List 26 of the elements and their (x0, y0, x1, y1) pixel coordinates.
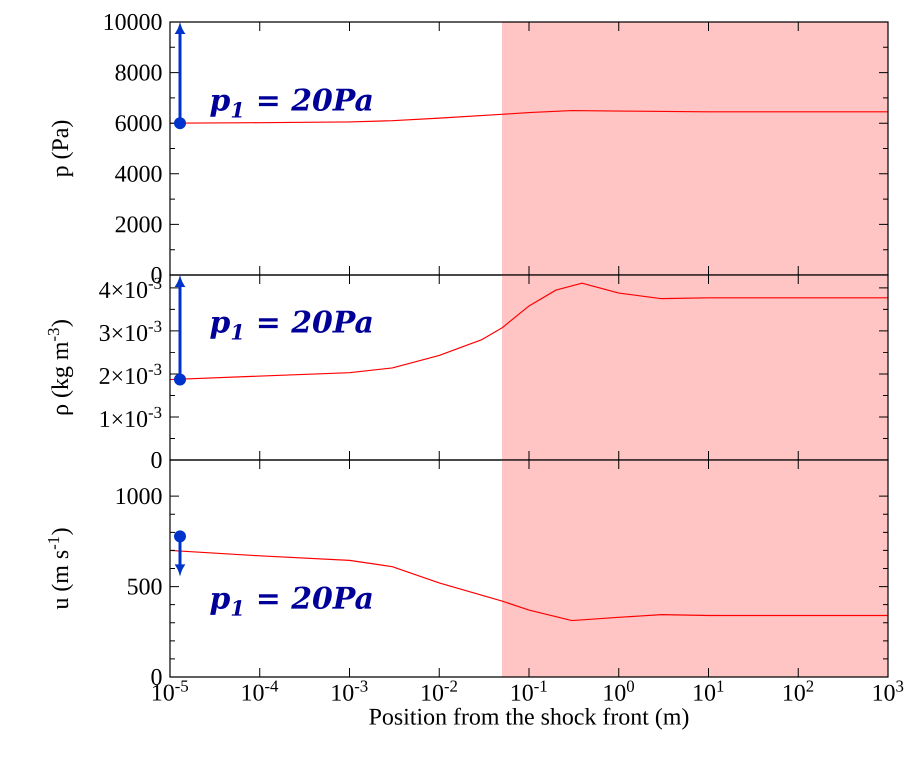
x-tick-label: 10$^{-3}$ (332, 680, 368, 701)
y-tick-label: 0 (151, 452, 162, 468)
y-tick-label: 1000 (116, 488, 162, 504)
x-tick-label: 10$^{2}$ (784, 680, 814, 701)
y-tick-label: 8000 (116, 64, 162, 81)
y-tick-label: 2000 (116, 216, 162, 232)
annotation: p$_{1}$ = 20Pa (210, 310, 372, 340)
x-tick-label: 10$^{3}$ (874, 680, 904, 701)
x-tick-label: 10$^{1}$ (694, 680, 724, 701)
y-tick-label: 6000 (116, 115, 162, 132)
x-tick-label: 10$^{-1}$ (512, 680, 547, 701)
y-tick-label: 1×10$^{-3}$ (100, 406, 162, 428)
x-tick-label: 10$^{0}$ (604, 680, 634, 701)
annotation: p$_{1}$ = 20Pa (210, 586, 372, 616)
x-tick-label: 10$^{-2}$ (422, 680, 457, 701)
annotation: p$_{1}$ = 20Pa (210, 88, 372, 118)
x-tick-label: 10$^{-4}$ (242, 680, 278, 701)
y-tick-label: 10000 (104, 14, 162, 30)
y-axis-title: ρ (kg m$^{-3}$) (48, 320, 74, 414)
y-axis-title: u (m s$^{-1}$) (48, 528, 74, 610)
y-tick-label: 4000 (115, 166, 162, 182)
y-tick-label: 500 (128, 578, 162, 595)
y-tick-label: 2×10$^{-3}$ (100, 364, 162, 384)
x-axis-title: Position from the shock front (m) (369, 708, 688, 730)
y-tick-label: 3×10$^{-3}$ (100, 320, 162, 342)
y-axis-title: p (Pa) (51, 120, 74, 177)
